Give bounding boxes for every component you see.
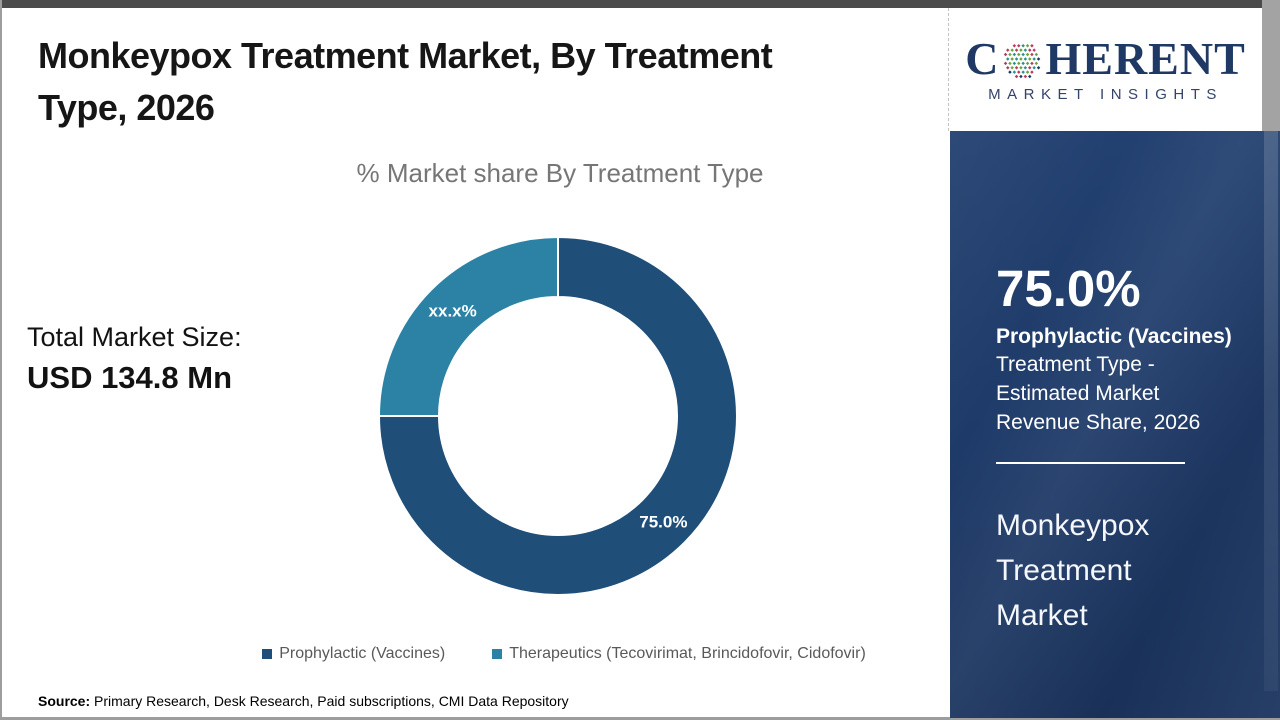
logo-wordmark: C HERENT	[965, 36, 1246, 82]
legend-marker-therapeutics	[492, 649, 503, 659]
total-market-size-value: USD 134.8 Mn	[27, 360, 233, 395]
globe-dots-icon	[1004, 43, 1041, 79]
stat-value: 75.0%	[996, 260, 1141, 317]
legend-label: Therapeutics (Tecovirimat, Brincidofovir…	[509, 645, 866, 662]
donut-slice-1	[378, 236, 559, 417]
page-title: Monkeypox Treatment Market, By Treatment…	[38, 35, 773, 128]
highlight-sidebar: 75.0% Prophylactic (Vaccines) Treatment …	[950, 131, 1280, 718]
top-border-bar	[0, 0, 1280, 8]
donut-chart-svg: 75.0% xx.x%	[378, 236, 738, 596]
legend-label: Prophylactic (Vaccines)	[279, 645, 446, 662]
legend-item-therapeutics: Therapeutics (Tecovirimat, Brincidofovir…	[492, 645, 866, 663]
sidebar-content: 75.0% Prophylactic (Vaccines) Treatment …	[950, 131, 1280, 638]
donut-slice-0	[378, 236, 738, 596]
stat-label-segment: Prophylactic (Vaccines)	[996, 324, 1232, 348]
donut-chart: 75.0% xx.x%	[377, 235, 739, 597]
logo-letter-c: C	[965, 33, 1000, 84]
bottom-border-line	[0, 717, 1280, 720]
source-label: Source:	[38, 693, 91, 709]
slice-label-0: 75.0%	[639, 512, 687, 531]
coherent-market-insights-logo: C HERENT MARKET INSIGHTS	[948, 8, 1262, 131]
sidebar-divider	[996, 461, 1185, 464]
logo-letters-herent: HERENT	[1045, 33, 1246, 84]
total-market-size-label: Total Market Size:	[27, 322, 242, 352]
legend-marker-prophylactic	[262, 649, 273, 659]
source-line: Source: Primary Research, Desk Research,…	[38, 693, 569, 709]
left-border-line	[0, 0, 2, 720]
stat-label-description: Treatment Type - Estimated Market Revenu…	[996, 352, 1201, 434]
legend-item-prophylactic: Prophylactic (Vaccines)	[262, 645, 445, 663]
total-market-size-block: Total Market Size: USD 134.8 Mn	[27, 322, 242, 396]
report-market-name: Monkeypox Treatment Market	[996, 508, 1150, 632]
chart-title: % Market share By Treatment Type	[356, 158, 764, 188]
top-right-corner-strip	[1262, 0, 1280, 131]
slice-label-1: xx.x%	[429, 302, 477, 321]
logo-subtitle: MARKET INSIGHTS	[988, 86, 1223, 103]
chart-legend: Prophylactic (Vaccines) Therapeutics (Te…	[188, 645, 940, 663]
source-text: Primary Research, Desk Research, Paid su…	[90, 693, 569, 709]
